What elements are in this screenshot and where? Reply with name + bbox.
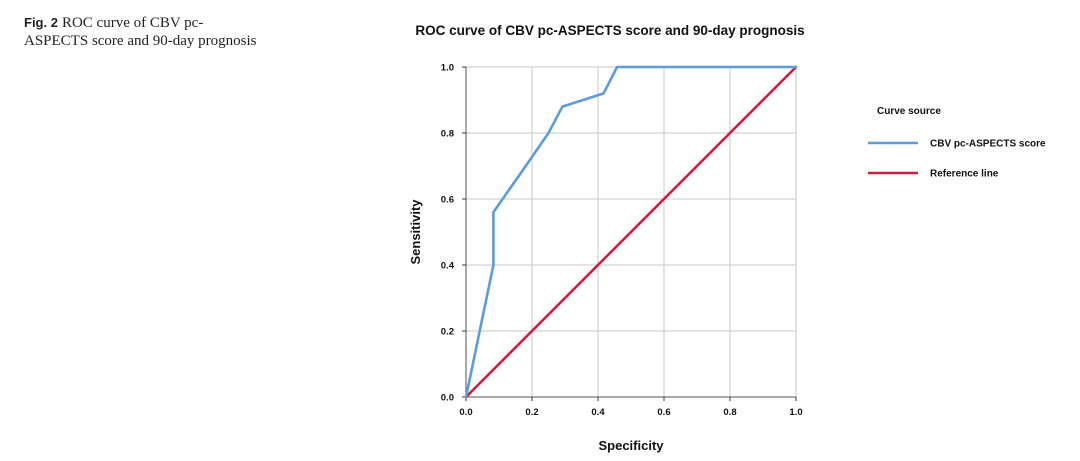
y-tick-label: 0.8 bbox=[441, 129, 454, 140]
chart-title: ROC curve of CBV pc-ASPECTS score and 90… bbox=[415, 23, 804, 38]
legend-entry: Reference line bbox=[930, 169, 999, 180]
legend: Curve source CBV pc-ASPECTS score Referenc… bbox=[868, 106, 1046, 180]
y-tick-label: 0.0 bbox=[441, 393, 454, 404]
reference-line bbox=[464, 65, 798, 399]
x-tick-label: 0.0 bbox=[459, 407, 472, 418]
legend-title: Curve source bbox=[877, 106, 941, 117]
y-axis-label: Sensitivity bbox=[408, 199, 423, 265]
x-tick-label: 0.2 bbox=[525, 407, 538, 418]
x-tick-label: 0.4 bbox=[591, 407, 605, 418]
figure-caption: Fig. 2 ROC curve of CBV pc-ASPECTS score … bbox=[24, 14, 264, 50]
x-tick-label: 0.6 bbox=[657, 407, 670, 418]
roc-curve-line bbox=[464, 65, 798, 399]
caption-text: ROC curve of CBV pc-ASPECTS score and 90… bbox=[24, 15, 257, 49]
x-axis-label: Specificity bbox=[598, 438, 664, 453]
y-tick-label: 0.6 bbox=[441, 195, 454, 206]
legend-entry: CBV pc-ASPECTS score bbox=[930, 139, 1046, 150]
y-tick-label: 1.0 bbox=[441, 63, 454, 74]
x-tick-label: 0.8 bbox=[723, 407, 736, 418]
y-tick-label: 0.4 bbox=[441, 261, 455, 272]
caption-label: Fig. 2 bbox=[24, 15, 58, 30]
y-tick-label: 0.2 bbox=[441, 327, 454, 338]
plot-frame bbox=[465, 67, 796, 398]
series-lines bbox=[464, 65, 798, 399]
x-tick-label: 1.0 bbox=[789, 407, 802, 418]
x-tick-labels: 0.0 0.2 0.4 0.6 0.8 1.0 bbox=[459, 397, 803, 418]
y-tick-labels: 0.0 0.2 0.4 0.6 0.8 1.0 bbox=[441, 63, 466, 404]
